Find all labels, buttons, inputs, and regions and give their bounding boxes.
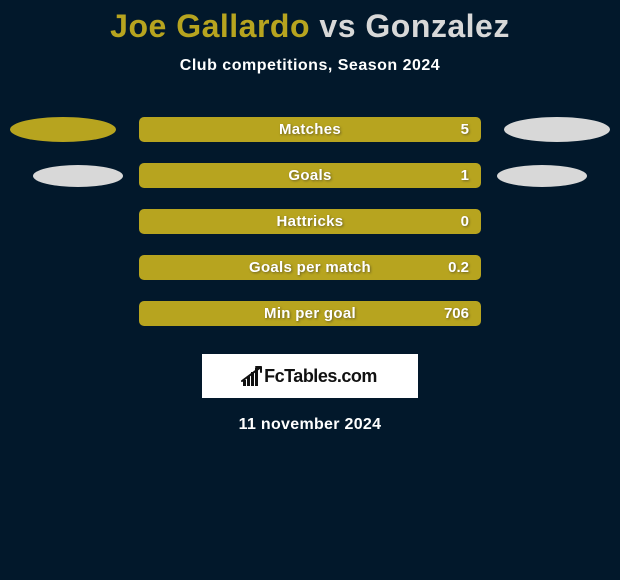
stats-chart: Matches 5 Goals 1 Hattricks (0, 117, 620, 326)
stat-label: Min per goal (264, 305, 356, 322)
stat-bar: Matches 5 (139, 117, 481, 142)
bar-wrap: Matches 5 (116, 117, 504, 142)
stat-value: 5 (461, 121, 469, 138)
stat-bar: Goals 1 (139, 163, 481, 188)
right-stat-ellipse-icon (497, 165, 587, 187)
spacer (10, 209, 131, 234)
bar-wrap: Goals 1 (131, 163, 489, 188)
footer-date: 11 november 2024 (0, 416, 620, 434)
right-stat-ellipse-icon (504, 117, 610, 142)
footer-logo: FcTables.com (202, 354, 418, 398)
stat-label: Hattricks (277, 213, 344, 230)
stat-value: 706 (444, 305, 469, 322)
title-vs: vs (319, 8, 356, 44)
stat-row-hattricks: Hattricks 0 (10, 209, 610, 234)
spacer (489, 301, 610, 326)
stat-row-gpm: Goals per match 0.2 (10, 255, 610, 280)
subtitle: Club competitions, Season 2024 (0, 57, 620, 75)
bar-wrap: Goals per match 0.2 (131, 255, 489, 280)
stat-label: Goals (288, 167, 331, 184)
bar-wrap: Hattricks 0 (131, 209, 489, 234)
stat-label: Matches (279, 121, 341, 138)
title-player2: Gonzalez (365, 8, 509, 44)
stat-row-goals: Goals 1 (10, 163, 610, 188)
stat-value: 0.2 (448, 259, 469, 276)
stat-row-mpg: Min per goal 706 (10, 301, 610, 326)
stat-value: 1 (461, 167, 469, 184)
comparison-infographic: Joe Gallardo vs Gonzalez Club competitio… (0, 0, 620, 434)
left-stat-ellipse-icon (10, 117, 116, 142)
stat-bar: Min per goal 706 (139, 301, 481, 326)
bar-chart-icon (243, 366, 258, 386)
left-stat-ellipse-icon (33, 165, 123, 187)
spacer (10, 301, 131, 326)
stat-row-matches: Matches 5 (10, 117, 610, 142)
title-player1: Joe Gallardo (110, 8, 310, 44)
spacer (489, 209, 610, 234)
stat-label: Goals per match (249, 259, 371, 276)
stat-bar: Hattricks 0 (139, 209, 481, 234)
footer-logo-text: FcTables.com (264, 366, 377, 387)
page-title: Joe Gallardo vs Gonzalez (0, 8, 620, 45)
stat-value: 0 (461, 213, 469, 230)
spacer (10, 255, 131, 280)
stat-bar: Goals per match 0.2 (139, 255, 481, 280)
bar-wrap: Min per goal 706 (131, 301, 489, 326)
spacer (489, 255, 610, 280)
